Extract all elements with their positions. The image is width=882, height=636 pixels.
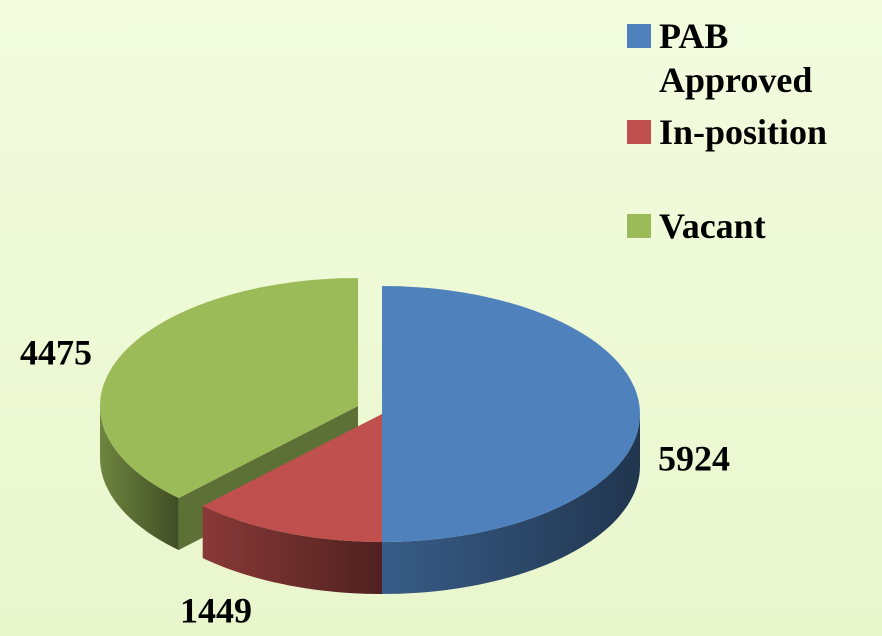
legend-label: In-position	[659, 112, 828, 152]
slice	[382, 286, 640, 542]
data-label: 1449	[180, 590, 252, 630]
data-label: 4475	[20, 332, 92, 372]
legend-label: Vacant	[659, 206, 766, 246]
slice-side-shade	[202, 506, 382, 594]
plot: 5924 1449 4475	[20, 278, 730, 630]
legend-label: PAB Approved	[659, 16, 813, 100]
slice-side-shade	[382, 414, 640, 594]
data-label: 5924	[658, 438, 730, 478]
legend-swatch	[627, 120, 651, 144]
slice	[100, 278, 358, 498]
slice-side-shade	[100, 406, 179, 550]
legend-swatch	[627, 24, 651, 48]
legend-swatch	[627, 214, 651, 238]
slice	[202, 414, 382, 542]
